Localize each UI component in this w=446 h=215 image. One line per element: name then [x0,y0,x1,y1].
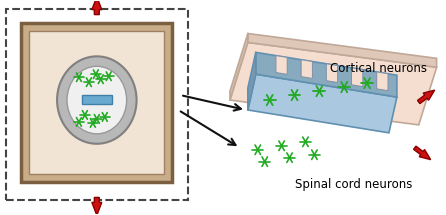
Ellipse shape [57,56,136,144]
Polygon shape [256,52,397,97]
Bar [29,31,165,174]
Text: Spinal cord neurons: Spinal cord neurons [295,178,413,191]
Polygon shape [276,56,287,74]
Bar [6,9,188,200]
Polygon shape [326,64,338,83]
Bar [21,23,172,181]
Polygon shape [301,60,312,78]
Polygon shape [377,72,388,91]
FancyArrow shape [92,197,102,215]
Polygon shape [351,68,363,87]
Polygon shape [230,42,437,125]
Polygon shape [248,74,397,133]
Polygon shape [248,34,437,67]
FancyArrow shape [413,146,431,160]
FancyArrow shape [92,0,102,15]
Ellipse shape [67,66,127,134]
Polygon shape [248,52,256,110]
FancyArrow shape [417,90,434,104]
Polygon shape [230,34,248,100]
Bar [82,95,112,104]
Text: Cortical neurons: Cortical neurons [330,62,427,75]
